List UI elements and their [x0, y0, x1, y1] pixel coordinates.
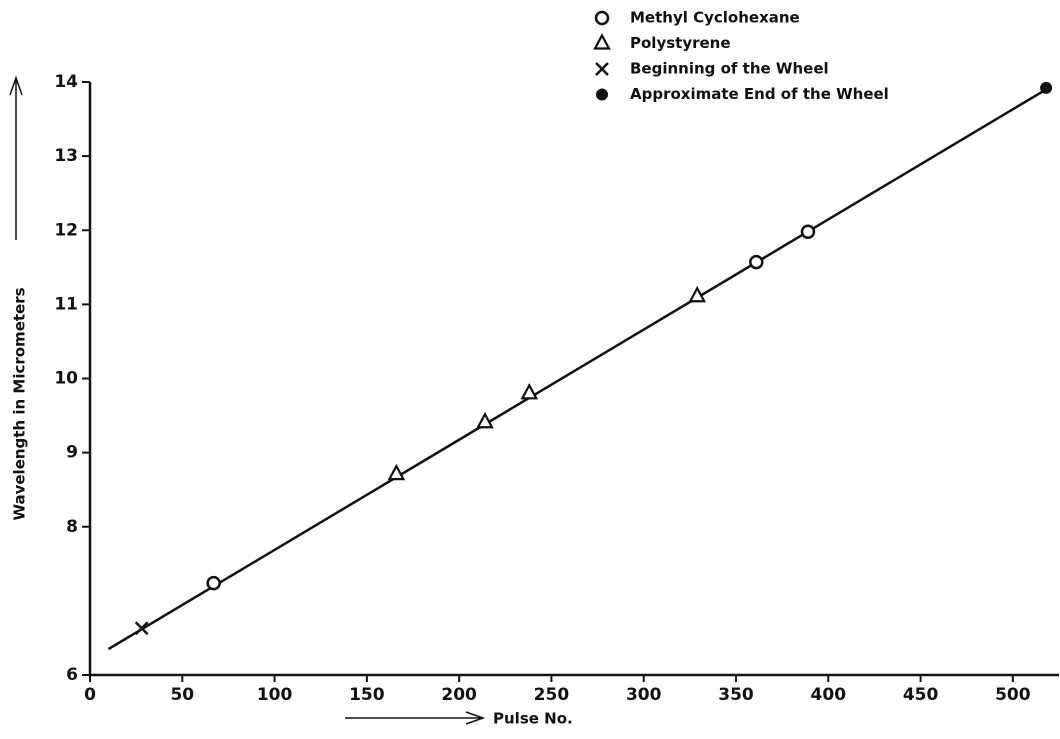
legend-item: Beginning of the Wheel — [595, 60, 829, 78]
y-tick-label: 14 — [54, 72, 78, 92]
legend-marker — [596, 88, 608, 101]
point — [206, 575, 221, 591]
point — [800, 224, 816, 239]
x-tick-label: 150 — [349, 685, 385, 705]
x-tick-label: 200 — [441, 685, 477, 705]
y-tick-label: 8 — [66, 517, 78, 537]
x-tick-label: 0 — [84, 685, 96, 705]
point — [1040, 81, 1053, 94]
y-tick-label: 6 — [66, 665, 78, 685]
point — [520, 383, 539, 400]
legend-label: Polystyrene — [630, 34, 731, 52]
x-tick-label: 300 — [626, 685, 662, 705]
legend-label: Methyl Cyclohexane — [630, 9, 800, 27]
point — [688, 285, 707, 303]
y-label: Wavelength in Micrometers — [9, 75, 29, 521]
point — [476, 411, 494, 429]
y-tick-label: 10 — [54, 369, 78, 389]
y-tick-label: 13 — [54, 146, 78, 166]
x-tick-label: 450 — [903, 685, 939, 705]
arrow-head — [465, 711, 486, 725]
x-tick-label: 400 — [811, 685, 847, 705]
legend-item: Polystyrene — [593, 33, 731, 52]
x-tick-label: 100 — [257, 685, 293, 705]
legend-label: Approximate End of the Wheel — [630, 85, 889, 103]
legend-marker — [594, 10, 610, 26]
legend-item: Approximate End of the Wheel — [596, 85, 889, 103]
point — [134, 621, 149, 636]
fit-line — [107, 90, 1044, 651]
y-tick-label: 9 — [66, 443, 78, 463]
point — [749, 254, 764, 270]
point — [387, 463, 406, 481]
legend-marker — [595, 62, 609, 76]
y-tick-label: 12 — [54, 220, 78, 240]
x-label: Pulse No. — [345, 710, 573, 728]
legend-item: Methyl Cyclohexane — [594, 9, 800, 27]
y-tick-label: 11 — [54, 294, 78, 314]
x-tick-label: 350 — [718, 685, 754, 705]
legend-marker — [593, 33, 611, 50]
x-axis-title: Pulse No. — [493, 710, 573, 728]
x-tick-label: 250 — [534, 685, 570, 705]
x-tick-label: 50 — [170, 685, 194, 705]
arrow-head — [9, 75, 23, 96]
legend-label: Beginning of the Wheel — [630, 60, 829, 78]
y-axis-title: Wavelength in Micrometers — [11, 287, 29, 520]
x-tick-label: 500 — [995, 685, 1031, 705]
